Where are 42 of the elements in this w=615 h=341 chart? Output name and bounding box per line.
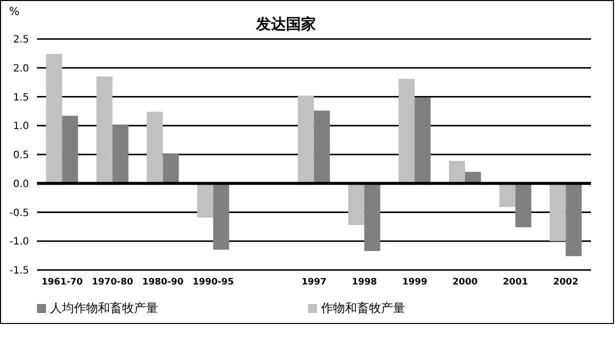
y-tick-label: 2.0: [13, 63, 29, 74]
y-tick-label: 0.0: [13, 178, 29, 190]
bar: [550, 183, 566, 242]
bar: [314, 110, 330, 184]
x-tick-label: 2001: [502, 277, 528, 288]
bar: [398, 78, 415, 184]
bar: [348, 183, 364, 225]
x-tick-label: 1970-80: [92, 277, 134, 288]
y-tick-label: -1.0: [9, 236, 29, 248]
y-tick-label: -1.5: [9, 266, 29, 277]
y-tick-label: 2.5: [13, 34, 29, 46]
y-axis-title: %: [9, 5, 20, 18]
x-tick-label: 1961-70: [42, 277, 83, 288]
x-tick-label: 1998: [352, 277, 377, 288]
x-tick-label: 1997: [301, 277, 327, 288]
x-tick-label: 2000: [452, 277, 478, 288]
bar: [162, 153, 179, 184]
y-tick-label: 0.5: [13, 150, 29, 162]
bar: [46, 54, 62, 184]
bar: [515, 183, 532, 228]
chart-title: 发达国家: [256, 15, 316, 34]
bar: [112, 124, 128, 184]
bar: [298, 96, 314, 184]
bar: [62, 116, 78, 184]
x-tick-label: 1990-95: [192, 277, 234, 288]
y-tick-label: -0.5: [9, 208, 29, 219]
x-tick-label: 1999: [402, 277, 428, 288]
bar: [566, 183, 582, 256]
bar: [499, 183, 516, 208]
legend-label: 人均作物和畜牧产量: [50, 301, 158, 315]
y-tick-label: 1.5: [13, 92, 29, 104]
bar: [197, 183, 214, 218]
legend-label: 作物和畜牧产量: [321, 301, 405, 315]
bar: [96, 76, 112, 184]
bar: [414, 97, 431, 184]
bar: [146, 112, 163, 184]
bar: [213, 183, 230, 250]
y-tick-label: 1.0: [13, 121, 29, 132]
x-tick-label: 1980-90: [142, 277, 184, 288]
x-tick-label: 2002: [553, 277, 578, 288]
bar: [448, 160, 465, 184]
bar: [364, 183, 380, 251]
